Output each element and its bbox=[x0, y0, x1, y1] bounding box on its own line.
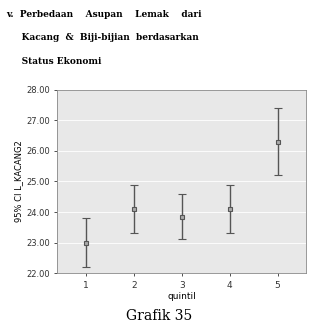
Text: Kacang  &  Biji-bijian  berdasarkan: Kacang & Biji-bijian berdasarkan bbox=[6, 33, 199, 42]
X-axis label: quintil: quintil bbox=[167, 292, 196, 301]
Text: v.  Perbedaan    Asupan    Lemak    dari: v. Perbedaan Asupan Lemak dari bbox=[6, 10, 202, 19]
Text: Status Ekonomi: Status Ekonomi bbox=[6, 57, 102, 66]
Y-axis label: 95% CI L_KACANG2: 95% CI L_KACANG2 bbox=[14, 141, 23, 222]
Text: Grafik 35: Grafik 35 bbox=[126, 309, 193, 323]
